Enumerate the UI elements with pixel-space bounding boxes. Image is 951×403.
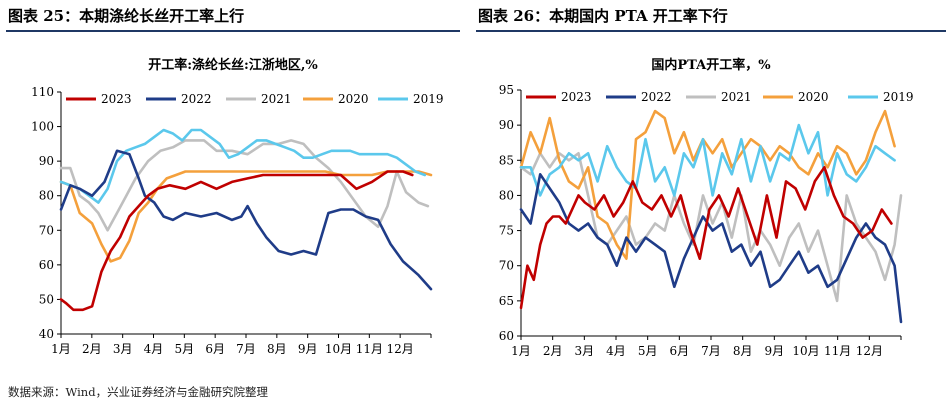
x-tick-label: 9月 bbox=[298, 342, 318, 356]
series-line-2020 bbox=[519, 109, 896, 260]
y-tick-label: 85 bbox=[499, 153, 514, 167]
x-tick-label: 11月 bbox=[824, 344, 851, 358]
left-figure-title: 图表 25：本期涤纶长丝开工率上行 bbox=[8, 7, 245, 25]
legend-label-2022: 2022 bbox=[641, 90, 672, 104]
x-tick-label: 4月 bbox=[144, 342, 164, 356]
y-tick-label: 70 bbox=[39, 223, 54, 237]
legend-label-2023: 2023 bbox=[561, 90, 592, 104]
right-figure-header: 图表 26：本期国内 PTA 开工率下行 bbox=[476, 0, 946, 32]
x-tick-label: 12月 bbox=[856, 344, 883, 358]
y-tick-label: 80 bbox=[39, 189, 54, 203]
series-line-2021 bbox=[519, 152, 903, 303]
y-tick-label: 90 bbox=[499, 118, 514, 132]
legend-label-2020: 2020 bbox=[338, 92, 369, 106]
y-tick-label: 65 bbox=[499, 294, 514, 308]
y-tick-label: 95 bbox=[499, 83, 514, 97]
x-tick-label: 11月 bbox=[356, 342, 383, 356]
x-tick-label: 3月 bbox=[575, 344, 595, 358]
legend-label-2023: 2023 bbox=[101, 92, 132, 106]
polyester-filament-operating-rate-chart: 开工率:涤纶长丝:江浙地区,% 40 50 60 70 80 90 100 110 1月 2月 3月 4… bbox=[31, 57, 444, 356]
legend-label-2019: 2019 bbox=[883, 90, 914, 104]
y-tick-label: 60 bbox=[39, 258, 54, 272]
x-tick-label: 7月 bbox=[236, 342, 256, 356]
series-line-2023 bbox=[59, 170, 414, 312]
pta-operating-rate-chart: 国内PTA开工率，% 60 65 70 75 80 85 90 95 1月 2月 3月 4月 5月 6月 7月… bbox=[499, 57, 914, 358]
y-tick-label: 100 bbox=[31, 120, 54, 134]
x-tick-label: 2月 bbox=[82, 342, 102, 356]
y-tick-label: 110 bbox=[31, 85, 54, 99]
x-tick-label: 10月 bbox=[792, 344, 819, 358]
y-tick-label: 90 bbox=[39, 154, 54, 168]
data-source-note: 数据来源：Wind，兴业证券经济与金融研究院整理 bbox=[8, 385, 269, 399]
x-tick-label: 1月 bbox=[51, 342, 71, 356]
series-line-2022 bbox=[519, 173, 903, 324]
series-line-2022 bbox=[59, 149, 433, 291]
legend-label-2021: 2021 bbox=[261, 92, 292, 106]
series-line-2020 bbox=[59, 170, 433, 263]
legend-label-2021: 2021 bbox=[721, 90, 752, 104]
y-tick-label: 75 bbox=[499, 224, 514, 238]
legend-label-2020: 2020 bbox=[798, 90, 829, 104]
legend-label-2022: 2022 bbox=[181, 92, 212, 106]
x-tick-label: 8月 bbox=[733, 344, 753, 358]
y-tick-label: 60 bbox=[499, 329, 514, 343]
y-tick-label: 40 bbox=[39, 327, 54, 341]
x-tick-label: 2月 bbox=[543, 344, 563, 358]
x-tick-label: 1月 bbox=[511, 344, 531, 358]
x-tick-label: 10月 bbox=[325, 342, 352, 356]
x-tick-label: 9月 bbox=[765, 344, 785, 358]
y-tick-label: 50 bbox=[39, 292, 54, 306]
x-tick-label: 7月 bbox=[701, 344, 721, 358]
left-figure-header: 图表 25：本期涤纶长丝开工率上行 bbox=[6, 0, 460, 32]
x-tick-label: 6月 bbox=[205, 342, 225, 356]
x-tick-label: 4月 bbox=[606, 344, 626, 358]
x-tick-label: 5月 bbox=[638, 344, 658, 358]
series-line-2021 bbox=[59, 139, 430, 232]
chart-title: 开工率:涤纶长丝:江浙地区,% bbox=[148, 57, 318, 73]
chart-title: 国内PTA开工率，% bbox=[651, 57, 771, 73]
x-tick-label: 3月 bbox=[113, 342, 133, 356]
x-tick-label: 8月 bbox=[267, 342, 287, 356]
x-tick-label: 6月 bbox=[670, 344, 690, 358]
series-line-2019 bbox=[59, 128, 427, 204]
y-tick-label: 80 bbox=[499, 188, 514, 202]
x-tick-label: 12月 bbox=[387, 342, 414, 356]
x-tick-label: 5月 bbox=[175, 342, 195, 356]
right-figure-title: 图表 26：本期国内 PTA 开工率下行 bbox=[478, 7, 728, 25]
legend-label-2019: 2019 bbox=[413, 92, 444, 106]
series-line-2023 bbox=[519, 166, 893, 310]
series-line-2019 bbox=[519, 123, 896, 197]
y-tick-label: 70 bbox=[499, 259, 514, 273]
